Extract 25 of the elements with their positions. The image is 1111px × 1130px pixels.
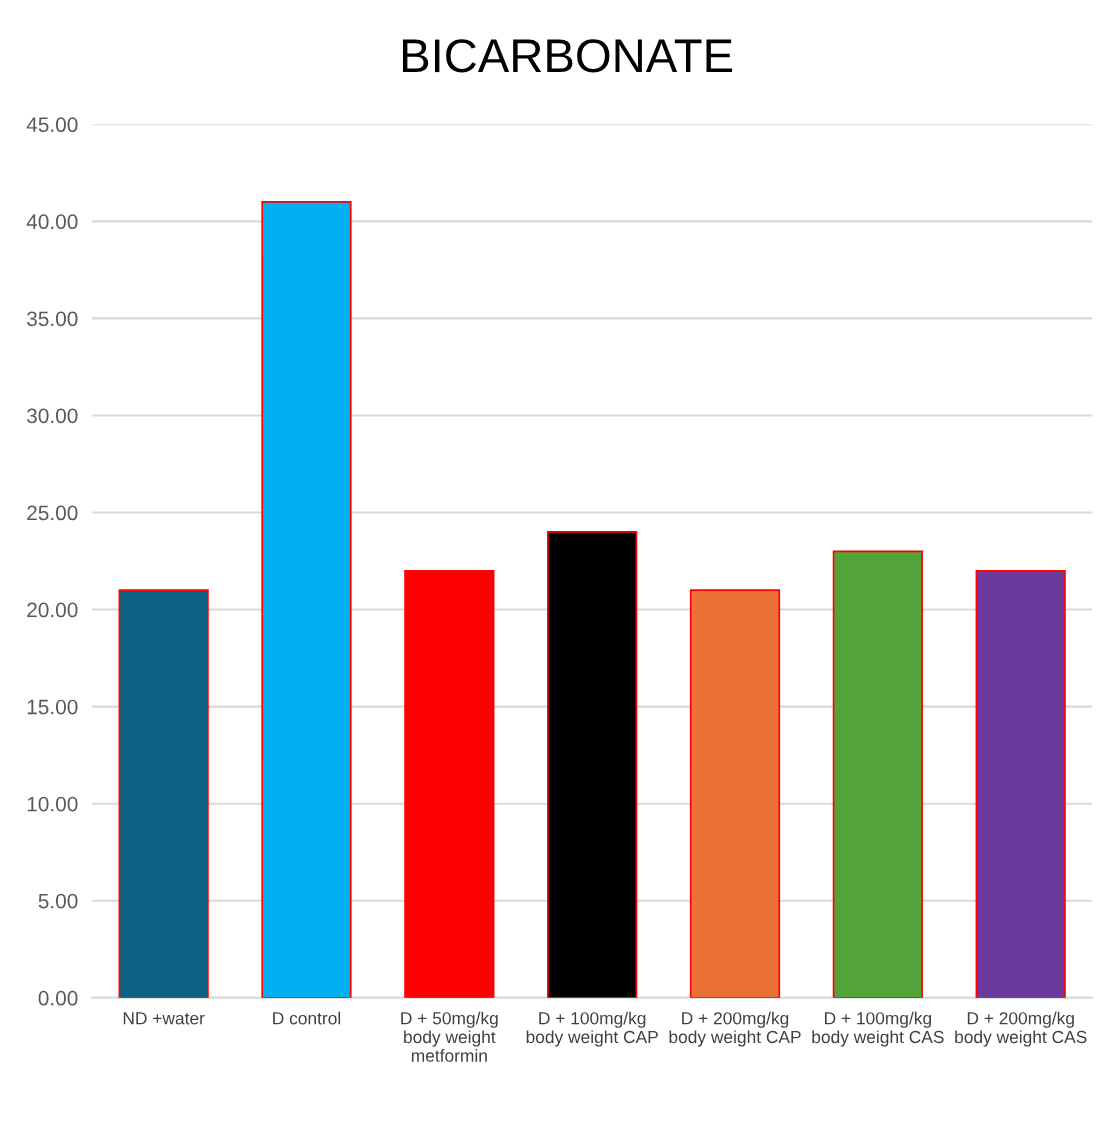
- y-tick-label: 20.00: [27, 602, 78, 618]
- x-tick-label: D + 200mg/kg body weight CAP: [669, 1011, 801, 1047]
- bar: [975, 569, 1066, 998]
- bar: [547, 531, 638, 998]
- chart-title: BICARBONATE: [402, 39, 733, 73]
- y-tick-label: 35.00: [26, 311, 78, 327]
- x-tick-label: ND +water: [123, 1012, 205, 1025]
- y-tick-label: 40.00: [26, 214, 78, 230]
- x-tick-label: D control: [273, 1011, 341, 1025]
- y-tick-label: 25.00: [27, 505, 78, 521]
- y-tick-label: 15.00: [27, 699, 78, 715]
- x-tick-label: D + 50mg/kg body weight metformin: [401, 1011, 498, 1062]
- y-tick-label: 10.00: [27, 796, 78, 812]
- x-tick-label: D + 100mg/kg body weight CAP: [526, 1011, 658, 1047]
- x-tick-label: D + 200mg/kg body weight CAS: [955, 1011, 1087, 1047]
- y-tick-label: 0.00: [38, 990, 78, 1006]
- bar: [689, 589, 781, 998]
- bar: [261, 201, 352, 998]
- bar: [404, 569, 495, 998]
- bar: [118, 589, 209, 998]
- bar: [832, 550, 923, 998]
- x-tick-label: D + 100mg/kg body weight CAS: [812, 1011, 944, 1047]
- y-tick-label: 30.00: [26, 408, 78, 424]
- y-tick-label: 5.00: [38, 893, 78, 909]
- y-tick-label: 45.00: [26, 117, 78, 133]
